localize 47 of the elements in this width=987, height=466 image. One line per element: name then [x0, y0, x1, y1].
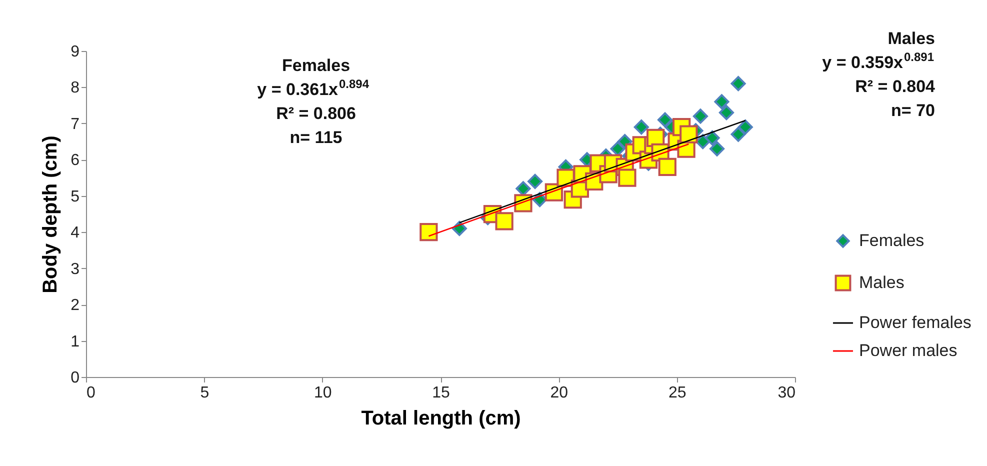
y-tick-label: 1: [70, 333, 80, 350]
y-tick-label: 6: [70, 152, 80, 170]
annotation: Females: [282, 56, 350, 75]
point: [617, 134, 632, 150]
y-tick-label: 5: [70, 188, 80, 206]
point: [618, 168, 636, 187]
y-tick-label: 8: [70, 80, 80, 97]
x-tick-label: 25: [668, 384, 686, 402]
x-tick-label: 30: [778, 384, 796, 402]
x-tick-label: 10: [314, 384, 332, 402]
x-tick-label: 20: [550, 384, 568, 402]
y-tick-label: 7: [70, 116, 80, 133]
point: [680, 125, 698, 144]
text: Males: [888, 29, 935, 48]
legend-label: Power males: [859, 341, 958, 360]
point: [658, 158, 676, 176]
point: [634, 120, 649, 135]
x-tick-label: 0: [86, 384, 96, 402]
y-tick-label: 9: [70, 44, 80, 60]
point: [495, 212, 514, 230]
legend-label: Females: [859, 231, 924, 250]
point: [714, 94, 730, 110]
y-tick-label: 0: [70, 370, 80, 386]
point: [704, 130, 720, 146]
legend-label: Power females: [859, 313, 972, 332]
point: [738, 120, 753, 135]
annotation: n= 115: [290, 128, 342, 147]
point: [658, 112, 673, 128]
point: [516, 181, 531, 196]
y-tick-label: 3: [70, 260, 80, 278]
y-axis-title: Body depth (cm): [40, 136, 62, 294]
point: [709, 141, 725, 156]
x-tick-label: 15: [432, 384, 450, 402]
y-tick-label: 2: [70, 297, 80, 314]
x-tick-label: 5: [200, 384, 210, 402]
text: R² = 0.804: [855, 77, 936, 96]
y-tick-label: 4: [70, 224, 80, 242]
legend-label: Males: [859, 273, 904, 292]
point: [420, 223, 438, 242]
x-axis-title: Total length (cm): [361, 408, 521, 430]
annotation: R² = 0.806: [276, 104, 356, 123]
point: [730, 126, 746, 142]
point: [718, 105, 734, 120]
text: n= 70: [891, 101, 935, 120]
point: [528, 174, 543, 189]
point: [730, 76, 746, 92]
point: [692, 108, 708, 124]
